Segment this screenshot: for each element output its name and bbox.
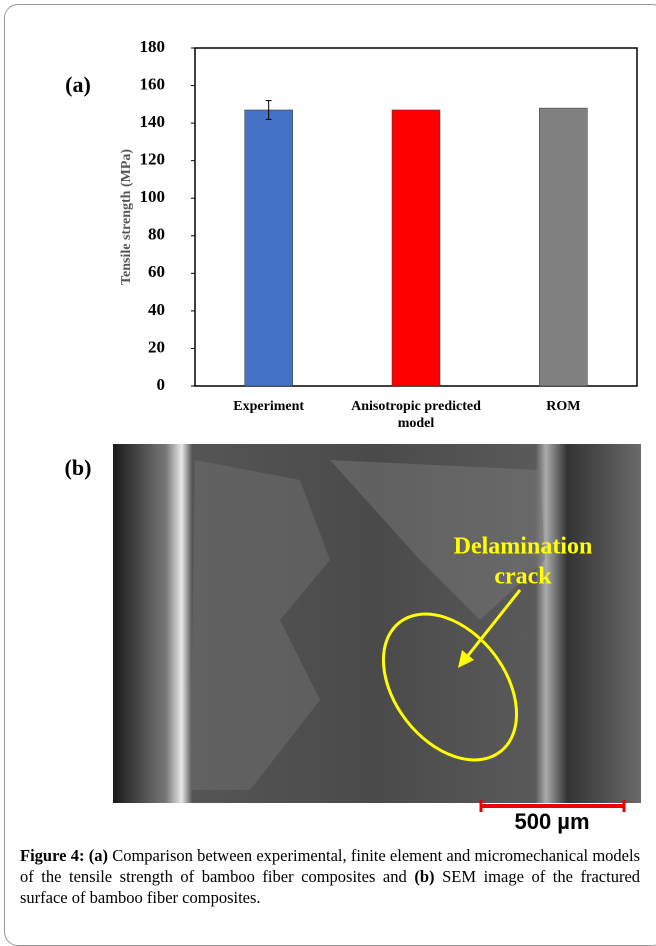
bar [245, 110, 293, 386]
y-tick-label: 20 [148, 337, 165, 356]
y-tick-label: 80 [148, 225, 165, 244]
bar [392, 110, 440, 386]
annotation: crack [494, 564, 552, 590]
figure: (a) Tensile strength (MPa) 0 20 40 60 80 100 1… [0, 0, 656, 840]
x-tick-label: Experiment [204, 398, 334, 415]
y-tick-label: 100 [140, 187, 166, 206]
caption: Figure 4: (a) Comparison between experim… [20, 845, 640, 908]
caption-part-label: (a) [89, 846, 108, 865]
y-tick-label: 40 [148, 300, 165, 319]
caption-part-label: (b) [414, 867, 434, 886]
y-tick-label: 0 [157, 375, 166, 394]
panel-label: (b) [65, 455, 92, 480]
y-tick-label: 60 [148, 262, 165, 281]
caption-label: Figure 4: [20, 846, 84, 865]
page: (a) Tensile strength (MPa) 0 20 40 60 80 100 1… [0, 0, 656, 926]
y-tick-label: 160 [140, 74, 166, 93]
panel-label: (a) [65, 72, 91, 97]
y-axis-label: Tensile strength (MPa) [119, 149, 134, 285]
y-tick-label: 140 [140, 112, 166, 131]
x-tick-label: Anisotropic predicted model [351, 398, 481, 432]
sem-image: Delamination crack [113, 444, 641, 803]
y-tick-label: 180 [140, 37, 166, 56]
y-tick-label: 120 [140, 150, 166, 169]
x-tick-label: ROM [498, 398, 628, 415]
annotation: Delamination [454, 534, 593, 560]
scale-bar-label: 500 µm [514, 809, 589, 834]
bar [539, 108, 587, 386]
